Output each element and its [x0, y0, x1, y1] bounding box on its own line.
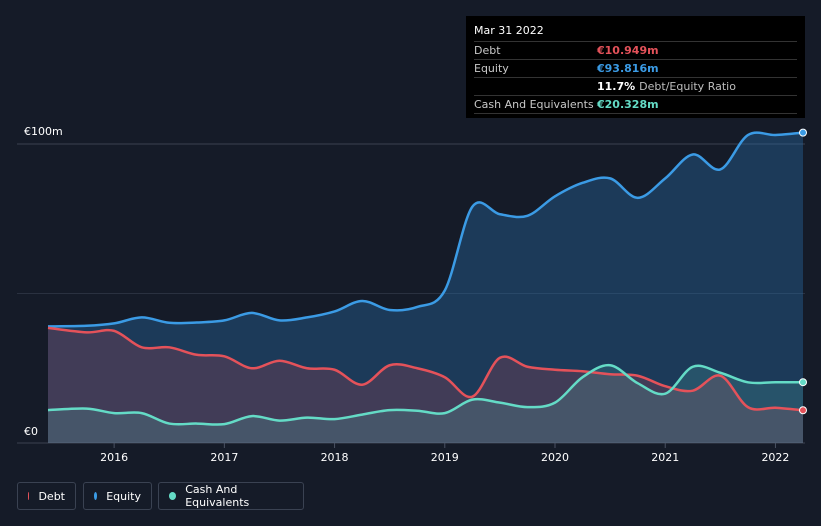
tooltip-ratio-value: 11.7%	[597, 80, 636, 93]
x-tick-label: 2018	[321, 451, 349, 464]
area-debt	[48, 327, 803, 443]
x-tick-label: 2017	[210, 451, 238, 464]
x-tick-label: 2016	[100, 451, 128, 464]
legend-dot-debt	[28, 492, 30, 500]
tooltip-row-cash: Cash And Equivalents €20.328m	[474, 95, 797, 114]
tooltip-row-ratio: 11.7% Debt/Equity Ratio	[474, 77, 797, 95]
y-axis-bottom-label: €0	[24, 425, 38, 438]
line-equity	[47, 131, 804, 328]
x-tick-label: 2022	[761, 451, 789, 464]
tooltip-row-equity: Equity €93.816m	[474, 59, 797, 77]
tooltip-debt-value: €10.949m	[597, 44, 659, 57]
area-cash-and-equivalents	[48, 365, 803, 443]
tooltip-date: Mar 31 2022	[474, 24, 544, 37]
x-tick-label: 2019	[431, 451, 459, 464]
x-tick-label: 2020	[541, 451, 569, 464]
endpoint-equity	[799, 128, 807, 137]
series-lines	[47, 131, 804, 426]
grid-lines	[17, 143, 805, 444]
legend-item-equity[interactable]: Equity	[83, 482, 152, 510]
legend-item-debt[interactable]: Debt	[17, 482, 76, 510]
tooltip-cash-label: Cash And Equivalents	[474, 98, 594, 111]
tooltip-cash-value: €20.328m	[597, 98, 659, 111]
line-debt	[47, 326, 804, 412]
legend-dot-equity	[94, 492, 98, 500]
line-cash-and-equivalents	[47, 363, 804, 426]
legend-label-debt: Debt	[38, 489, 65, 503]
endpoint-debt	[799, 406, 807, 415]
series-endpoints	[799, 128, 807, 415]
tooltip-equity-label: Equity	[474, 62, 509, 75]
legend-label-equity: Equity	[106, 489, 141, 503]
x-axis-ticks: 2016 2017 2018 2019 2020 2021 2022	[100, 443, 789, 464]
y-axis-top-label: €100m	[24, 125, 63, 138]
tooltip-debt-label: Debt	[474, 44, 501, 57]
tooltip-ratio-label: Debt/Equity Ratio	[639, 80, 736, 93]
x-tick-label: 2021	[651, 451, 679, 464]
tooltip-row-debt: Debt €10.949m	[474, 41, 797, 59]
endpoint-cash-and-equivalents	[799, 378, 807, 387]
series-areas	[48, 132, 803, 443]
tooltip-equity-value: €93.816m	[597, 62, 659, 75]
legend-label-cash: Cash And Equivalents	[185, 483, 250, 509]
legend-item-cash[interactable]: Cash And Equivalents	[158, 482, 304, 510]
legend-dot-cash	[169, 492, 177, 500]
tooltip: Mar 31 2022 Debt €10.949m Equity €93.816…	[466, 16, 805, 118]
